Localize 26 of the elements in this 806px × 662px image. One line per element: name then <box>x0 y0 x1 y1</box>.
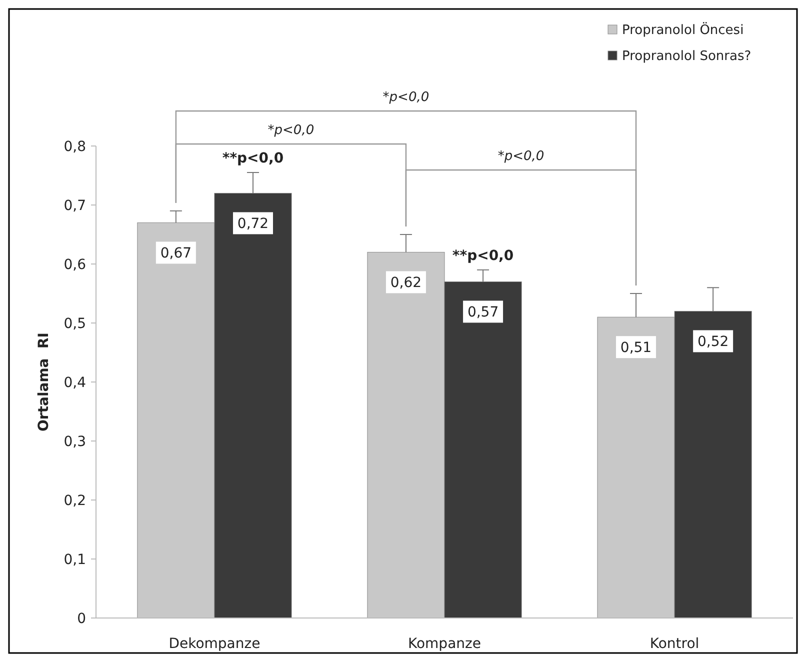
y-tick-label: 0,1 <box>64 552 86 568</box>
legend-label: Propranolol Sonras? <box>622 49 752 64</box>
y-tick-label: 0,6 <box>64 257 86 273</box>
annotation: *p<0,0 <box>498 149 544 164</box>
y-tick-label: 0,4 <box>64 375 86 391</box>
y-tick-label: 0,8 <box>64 139 86 155</box>
legend-label: Propranolol Öncesi <box>622 22 744 38</box>
y-tick-label: 0,7 <box>64 198 86 214</box>
y-tick-label: 0,5 <box>64 316 86 332</box>
data-label: 0,62 <box>390 275 422 292</box>
data-label: 0,52 <box>697 334 729 350</box>
x-tick-label: Kompanze <box>408 636 481 652</box>
y-tick-label: 0,2 <box>64 493 86 509</box>
text: *p<0,0 <box>382 90 430 105</box>
x-tick-label: Dekompanze <box>168 636 260 652</box>
y-axis-title: Ortalama RI <box>36 332 52 432</box>
y-tick-label: 0 <box>77 611 86 627</box>
text: *p<0,0 <box>268 123 314 138</box>
data-label: 0,72 <box>237 216 269 232</box>
data-label: 0,51 <box>620 340 652 356</box>
x-tick-label: Kontrol <box>650 636 700 652</box>
annotation: **p<0,0 <box>452 248 514 264</box>
annotation: **p<0,0 <box>222 150 284 167</box>
data-label: 0,57 <box>467 304 499 321</box>
data-label: 0,67 <box>160 246 192 262</box>
y-tick-label: 0,3 <box>64 434 86 450</box>
